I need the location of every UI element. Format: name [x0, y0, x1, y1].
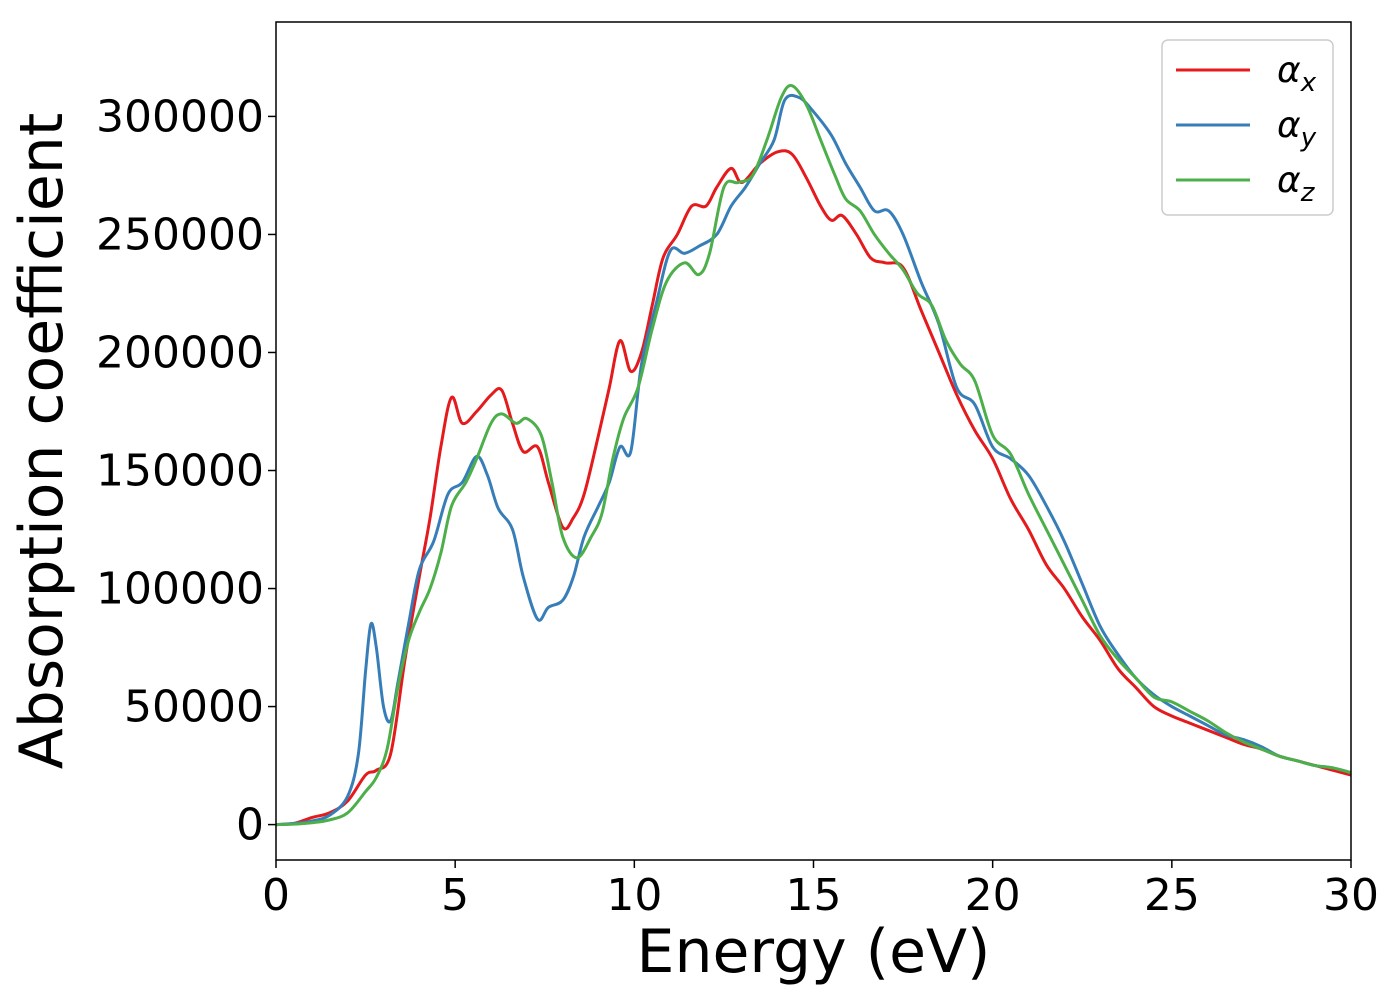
x-axis-label: Energy (eV) — [637, 917, 991, 987]
x-tick-label: 30 — [1323, 870, 1379, 921]
x-tick-label: 15 — [786, 870, 842, 921]
series-layer — [276, 84, 1351, 827]
y-tick-label: 100000 — [96, 564, 264, 615]
x-tick-label: 5 — [441, 870, 469, 921]
y-tick-label: 0 — [236, 800, 264, 851]
x-tick-label: 10 — [606, 870, 662, 921]
x-tick-label: 0 — [262, 870, 290, 921]
y-tick-label: 200000 — [96, 327, 264, 378]
series-line-z — [276, 84, 1351, 827]
y-tick-label: 50000 — [124, 682, 264, 733]
y-tick-label: 150000 — [96, 446, 264, 497]
x-tick-label: 20 — [965, 870, 1021, 921]
y-tick-label: 300000 — [96, 91, 264, 142]
axis-ticks: 0 5 10 15 20 25 30 0 50000 100000 150000 200000 2500… — [96, 91, 1379, 921]
x-tick-label: 25 — [1144, 870, 1200, 921]
legend-frame — [1161, 39, 1334, 216]
y-axis-label: Absorption coefficient — [7, 113, 77, 770]
y-tick-label: 250000 — [96, 209, 264, 260]
